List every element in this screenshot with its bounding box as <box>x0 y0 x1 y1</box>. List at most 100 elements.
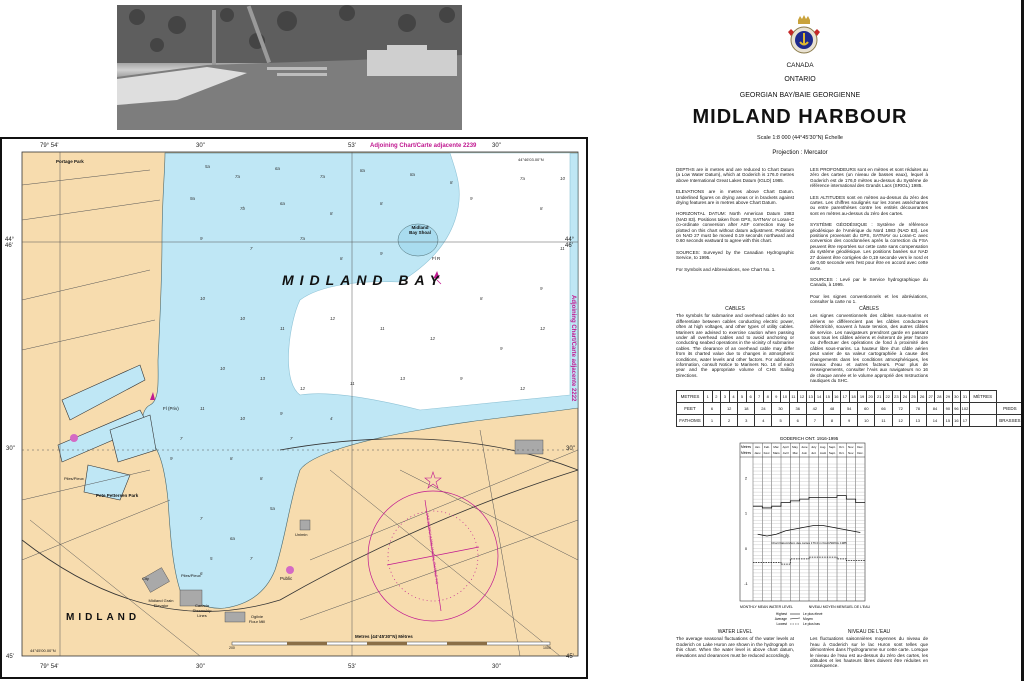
note-paragraph: Pour les signes conventionnels et les ab… <box>810 293 928 305</box>
y-tick-label: 2 <box>745 476 748 481</box>
depth-sounding: 9 <box>470 196 473 201</box>
adjoining-chart-top-link[interactable]: Adjoining Chart/Carte adjacente 2239 <box>370 143 477 149</box>
unit-label: Mètres <box>741 451 751 455</box>
note-paragraph: For Symbols and Abbreviations, see Chart… <box>676 266 776 272</box>
nautical-chart-map[interactable]: 5a 7a 6a 7a 8a 8a 8 7a 9a 7b 6a 8 8 9 8 9 7 7a 8 9 8 9 10 10 11 1… <box>0 137 590 681</box>
legend-swatch <box>789 617 801 620</box>
light-label: Fl R <box>432 256 441 261</box>
scale-bar-label: Metres (44°45'30"N) Mètres <box>355 634 413 639</box>
ogilvie-mill-label: Ogilvie Flour Mill <box>248 614 266 624</box>
table-cell: 24 <box>754 402 773 415</box>
month-label: Oct. <box>839 445 845 449</box>
table-cell: 4 <box>754 414 773 427</box>
public-label: Public <box>280 576 293 581</box>
depth-sounding: 8 <box>330 211 333 216</box>
corner-coordinate: 44°46'03.00"N <box>518 157 544 162</box>
hydrograph-title: GODERICH ONT. 1916-1995 <box>780 436 839 441</box>
y-tick-label: -1 <box>744 581 748 586</box>
table-cell: 60 <box>857 402 876 415</box>
table-cell: 28 <box>934 390 945 403</box>
depth-sounding: 12 <box>330 316 336 321</box>
depth-sounding: 9 <box>170 456 173 461</box>
water-level-note-english: WATER LEVEL The average seasonal fluctua… <box>676 629 794 658</box>
table-cell: 7 <box>754 390 764 403</box>
month-label-fr: Mars <box>773 451 780 455</box>
depth-sounding: 8 <box>450 180 453 185</box>
right-tick: 30" <box>566 446 575 452</box>
table-cell: 14 <box>814 390 824 403</box>
piles-label: Piles/Pieux <box>181 573 201 578</box>
top-tick: 53' <box>348 143 356 149</box>
depth-sounding: 9a <box>190 196 196 201</box>
month-label-fr: Mai <box>793 451 798 455</box>
left-tick: 45' <box>6 654 14 660</box>
depth-sounding: 7a <box>520 176 526 181</box>
water-level-text: The average seasonal fluctuations of the… <box>676 636 794 658</box>
month-label-fr: Oct. <box>839 451 845 455</box>
water-level-note-french: NIVEAU DE L'EAU Les fluctuations saisonn… <box>810 629 928 669</box>
adjoining-chart-right-link[interactable]: Adjoining Chart/Carte adjacente 2222 <box>570 295 576 402</box>
table-cell: 26 <box>917 390 927 403</box>
grain-elevator-label: Midland Grain Elevator <box>148 598 174 608</box>
depth-sounding: 12 <box>300 386 306 391</box>
table-cell: 17 <box>840 390 850 403</box>
notes-english: DEPTHS are in metres and are reduced to … <box>676 167 794 278</box>
table-cell: 24 <box>900 390 910 403</box>
depth-sounding: 13 <box>260 376 266 381</box>
left-tick: 30" <box>6 446 15 452</box>
table-cell: MÈTRES <box>968 390 997 403</box>
table-cell: 10 <box>780 390 790 403</box>
light-icon <box>433 270 442 285</box>
table-cell: 18 <box>848 390 859 403</box>
table-row-feet: FEET 6 12 18 24 30 36 42 48 54 60 66 72 78 84 90 96 102 PI… <box>676 402 1024 415</box>
table-cell: 36 <box>788 402 807 415</box>
table-cell: 7 <box>805 414 824 427</box>
aerial-photo <box>117 5 462 130</box>
left-tick: 44° 46' <box>5 237 15 249</box>
depth-sounding: 9 <box>380 251 383 256</box>
anchorage-icon <box>286 566 294 574</box>
table-cell: 16 <box>831 390 842 403</box>
table-cell: 78 <box>908 402 927 415</box>
month-label-fr: Janv. <box>754 451 761 455</box>
scale-bar-start: 200 <box>229 646 235 650</box>
table-cell: 8 <box>822 414 842 427</box>
table-cell: 31 <box>960 390 970 403</box>
month-label: July <box>811 445 817 449</box>
depth-sounding: 11 <box>200 406 205 411</box>
table-cell: 12 <box>891 414 910 427</box>
depth-sounding: 12 <box>430 336 436 341</box>
table-row-fathoms: FATHOMS 1 2 3 4 5 6 7 8 9 10 11 12 13 14 15 16 17 BRASSES <box>676 414 1024 427</box>
table-cell: 3 <box>720 390 730 403</box>
table-cell: 5 <box>771 414 790 427</box>
month-label-fr: Sept. <box>829 451 836 455</box>
table-cell: 72 <box>891 402 910 415</box>
depth-sounding: 8 <box>540 206 543 211</box>
corner-coordinate: 44°45'00.00"N <box>30 648 56 653</box>
table-cell: FATHOMS <box>676 414 704 427</box>
shoal-label: Midland Bay Shoal <box>409 225 431 235</box>
depth-sounding: 10 <box>220 366 226 371</box>
depth-sounding: 7 <box>180 436 183 441</box>
hydrograph-frame <box>739 442 866 602</box>
depth-sounding: 13 <box>400 376 406 381</box>
depth-sounding: 9 <box>460 376 463 381</box>
depth-sounding: 9 <box>280 411 283 416</box>
table-cell: 30 <box>771 402 790 415</box>
table-cell: 102 <box>960 402 970 415</box>
city-label: City <box>142 576 149 581</box>
table-cell: 22 <box>883 390 893 403</box>
cables-heading: CABLES <box>725 306 745 312</box>
table-cell: 27 <box>925 390 936 403</box>
canada-steamship-label: Canada Steamship Lines <box>192 603 212 618</box>
table-cell: 23 <box>891 390 902 403</box>
depth-sounding: 12 <box>520 386 526 391</box>
y-tick-label: 1 <box>745 511 748 516</box>
table-cell <box>968 414 997 427</box>
note-paragraph: HORIZONTAL DATUM: North American Datum 1… <box>676 211 794 244</box>
table-cell: 66 <box>874 402 893 415</box>
depth-sounding: 10 <box>240 316 246 321</box>
month-label: Feb. <box>764 445 770 449</box>
table-cell: 10 <box>857 414 876 427</box>
depth-sounding: 8a <box>410 172 416 177</box>
